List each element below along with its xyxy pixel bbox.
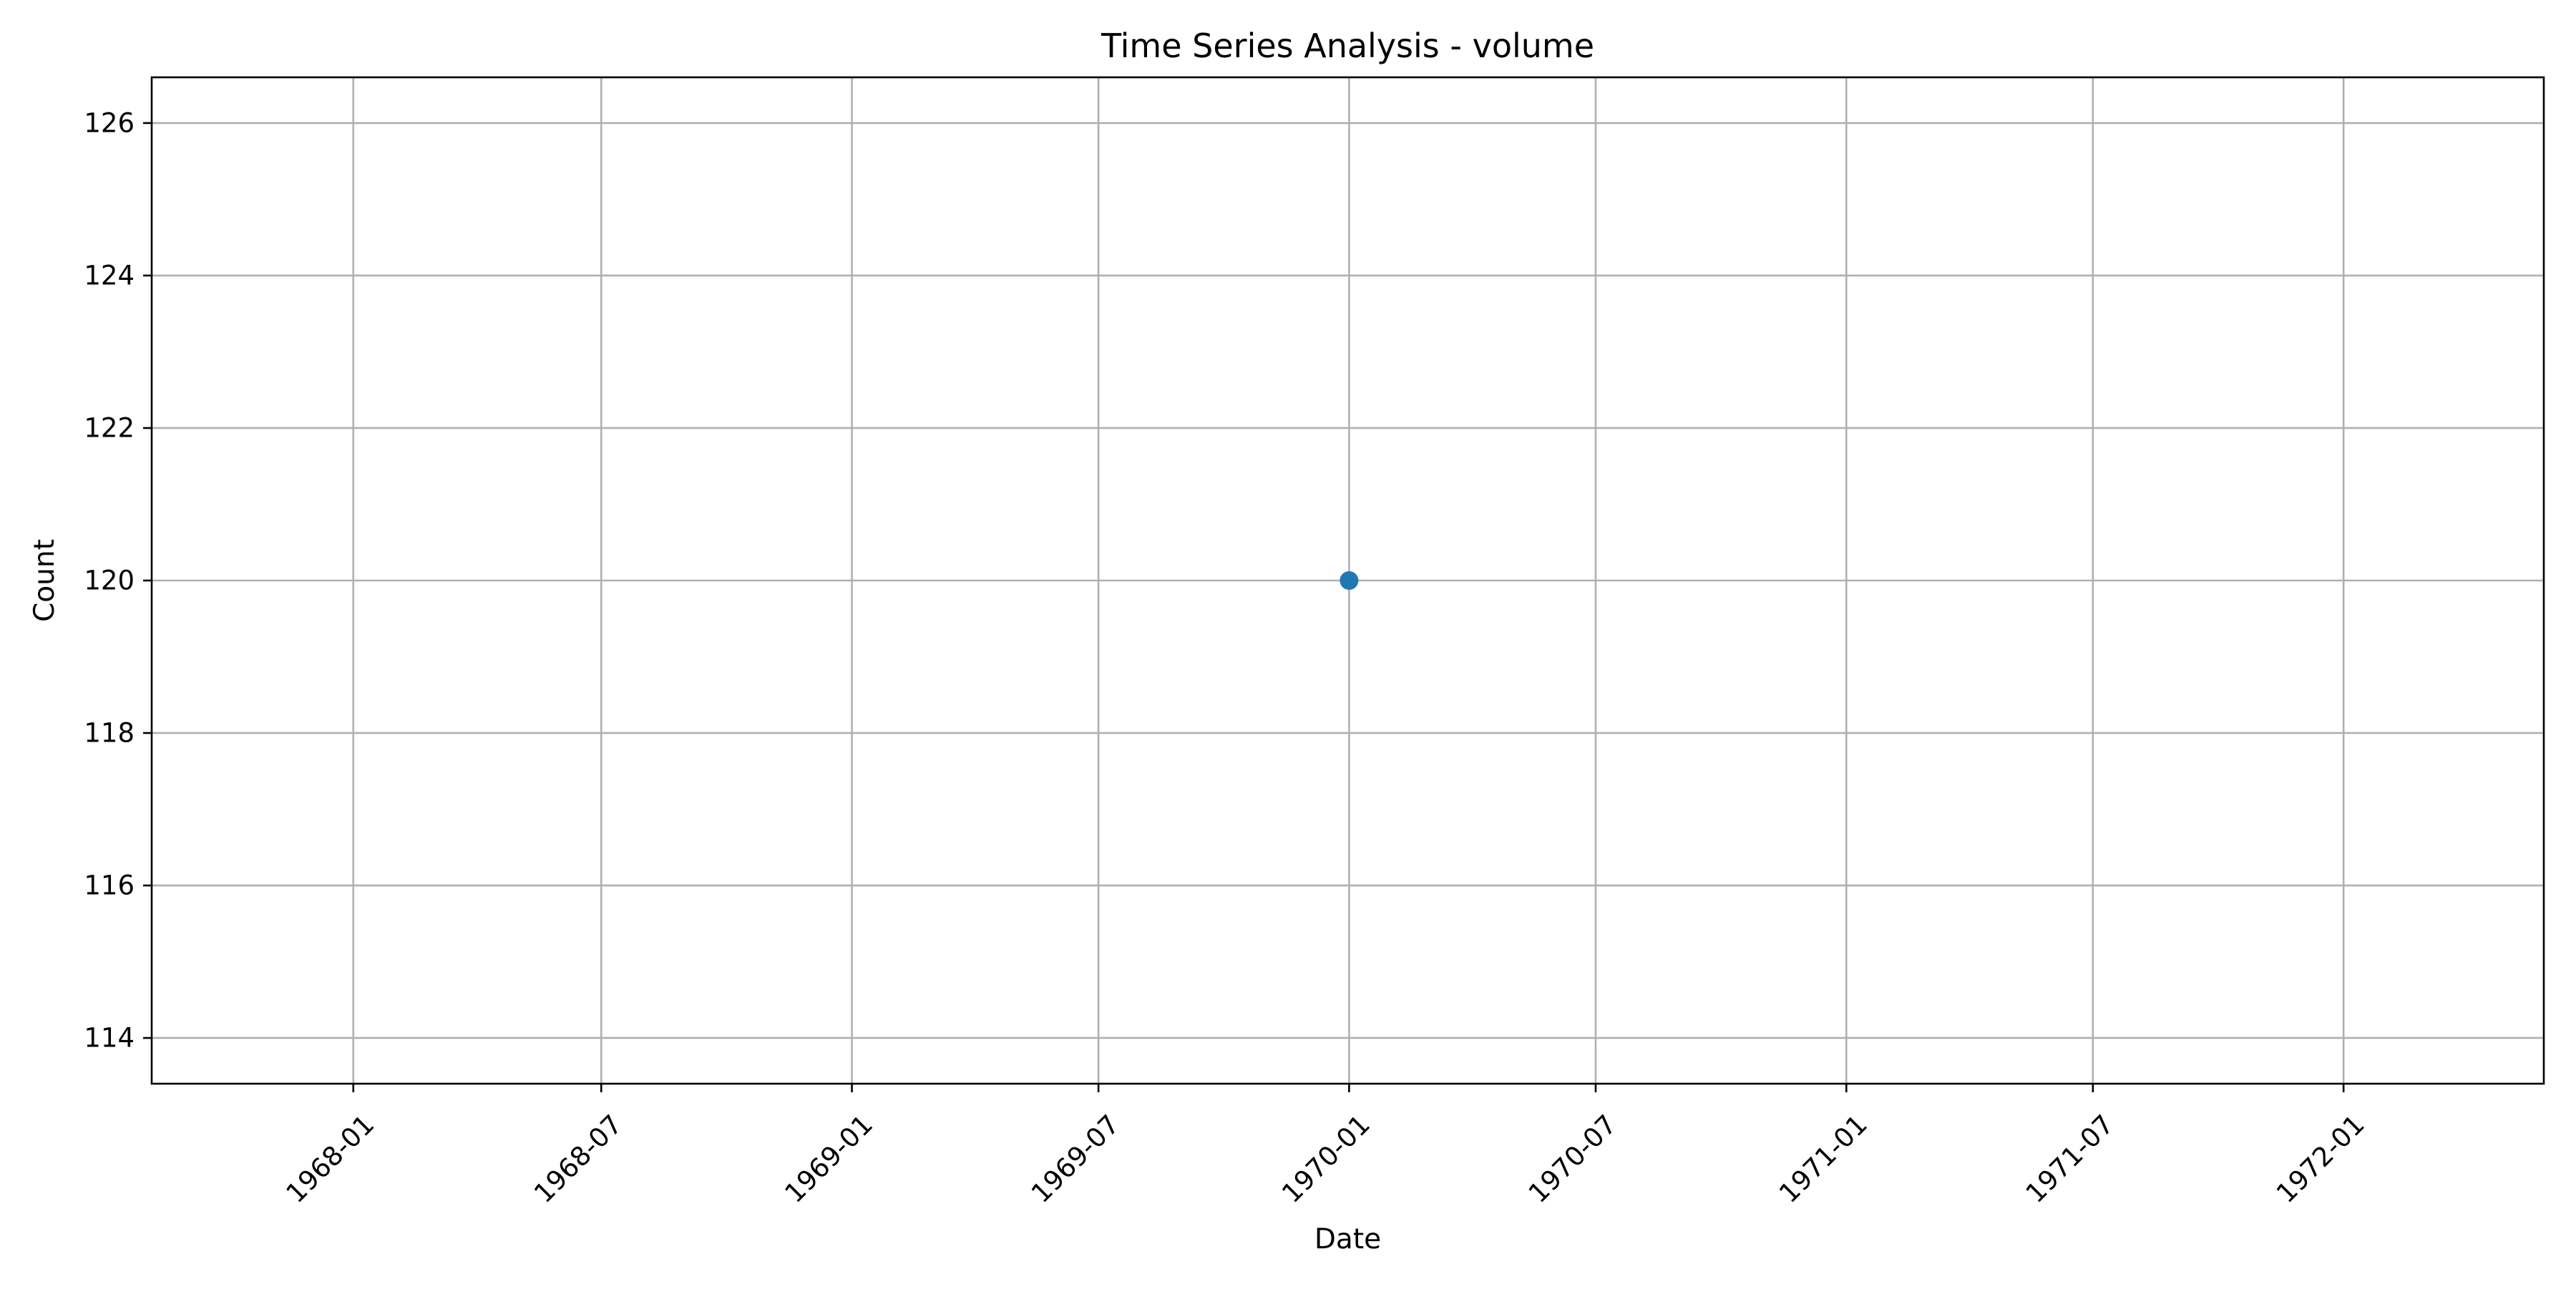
chart-title: Time Series Analysis - volume bbox=[1101, 26, 1594, 65]
data-point bbox=[1340, 571, 1359, 590]
y-tick-label: 122 bbox=[84, 412, 135, 443]
y-tick-label: 120 bbox=[84, 565, 135, 596]
series-layer bbox=[1340, 571, 1359, 590]
y-tick-label: 126 bbox=[84, 107, 135, 138]
y-axis-label: Count bbox=[29, 539, 61, 622]
y-tick-label: 116 bbox=[84, 870, 135, 901]
y-tick-label: 118 bbox=[84, 718, 135, 749]
x-axis-label: Date bbox=[1314, 1223, 1381, 1255]
y-axis-ticks: 114 116 118 120 122 124 126 bbox=[84, 107, 152, 1054]
y-tick-label: 124 bbox=[84, 260, 135, 291]
y-tick-label: 114 bbox=[84, 1023, 135, 1054]
